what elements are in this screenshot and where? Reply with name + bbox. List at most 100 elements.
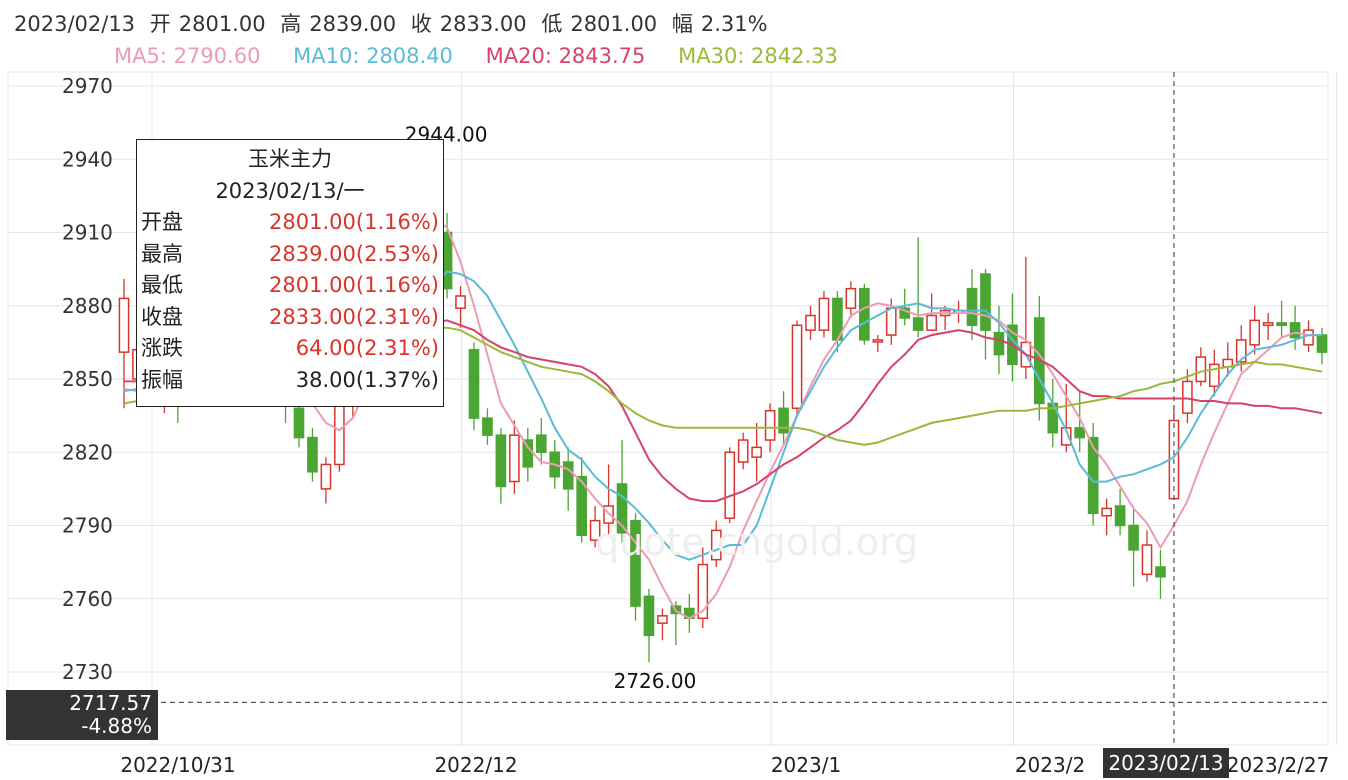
candle-down: [1114, 505, 1126, 527]
y-axis: 2970 2940 2910 2880 2850 2820 2790 2760 2730: [62, 74, 113, 684]
y-tick-label: 2940: [62, 147, 113, 171]
candle-down: [482, 417, 493, 436]
tooltip-row-close: 收盘 2833.00(2.31%): [141, 302, 439, 334]
tooltip-value: 2833.00(2.31%): [269, 304, 439, 329]
candle-up: [1141, 544, 1153, 576]
candle-up: [710, 529, 722, 561]
candle-up: [1208, 363, 1220, 388]
candle-down: [576, 475, 587, 537]
candle-up: [334, 405, 345, 466]
x-tick-label: 2022/10/31: [120, 753, 235, 777]
x-tick-label: 2022/12: [434, 753, 517, 777]
high-value: 2839.00: [309, 12, 397, 36]
candle-up: [1235, 339, 1247, 363]
candle-up: [657, 615, 668, 624]
candle-up: [885, 307, 897, 336]
y-tick-label: 2760: [62, 587, 113, 611]
tooltip-row-open: 开盘 2801.00(1.16%): [141, 207, 439, 239]
tooltip-label: 开盘: [141, 210, 183, 234]
amp-label: 幅: [671, 12, 693, 36]
ma5-line: [123, 216, 1322, 620]
candle-up: [1195, 356, 1207, 383]
candle-up: [1303, 329, 1314, 346]
y-tick-label: 2790: [62, 514, 113, 538]
y-tick-label: 2910: [62, 221, 113, 245]
candle-down: [1316, 334, 1328, 353]
tooltip-value: 2801.00(1.16%): [269, 273, 439, 297]
ma5-legend: MA5: 2790.60: [114, 44, 261, 68]
close-value: 2833.00: [439, 12, 527, 36]
tooltip-row-high: 最高 2839.00(2.53%): [141, 239, 439, 271]
candle-up: [926, 314, 937, 331]
tooltip-label: 最低: [141, 273, 183, 297]
candle-down: [1289, 322, 1301, 339]
candle-down: [912, 317, 924, 331]
candle-up: [1182, 380, 1193, 414]
candle-up: [872, 339, 884, 343]
candle-down: [468, 348, 480, 419]
candle-down: [1074, 427, 1086, 439]
candle-up: [845, 287, 857, 309]
candle-up: [697, 563, 709, 620]
tooltip-row-low: 最低 2801.00(1.16%): [141, 270, 439, 302]
tooltip-label: 最高: [141, 241, 183, 266]
plot-border: [7, 71, 1329, 746]
tooltip-label: 振幅: [141, 367, 183, 392]
ma30-legend: MA30: 2842.33: [678, 44, 838, 68]
candle-down: [535, 434, 547, 453]
crosshair-price: 2717.57: [69, 691, 152, 715]
close-label: 收: [410, 12, 432, 36]
candle-up: [1060, 427, 1072, 446]
candle-up: [1249, 319, 1261, 346]
y-tick-label: 2820: [62, 440, 113, 464]
candle-down: [1128, 524, 1139, 551]
candle-down: [993, 331, 1005, 356]
ma10-legend: MA10: 2808.40: [293, 44, 453, 68]
high-label: 高: [280, 12, 302, 36]
tooltip-row-change: 涨跌 64.00(2.31%): [141, 333, 439, 365]
candle-up: [320, 463, 332, 490]
candle-up: [737, 439, 749, 463]
candle-down: [307, 436, 318, 473]
candle-down: [778, 407, 789, 434]
tooltip-label: 收盘: [141, 304, 183, 329]
candle-up: [589, 519, 601, 541]
candle-down: [495, 434, 507, 488]
crosshair-price-tag: 2717.57 -4.88%: [6, 690, 158, 740]
open-value: 2801.00: [178, 12, 266, 36]
candle-down: [630, 519, 641, 607]
tooltip-title: 玉米主力: [248, 147, 332, 171]
y-tick-label: 2730: [62, 660, 113, 684]
tooltip-label: 涨跌: [141, 336, 183, 360]
candle-up: [455, 295, 466, 309]
crosshair-pct: -4.88%: [81, 714, 152, 738]
candle-down: [562, 461, 574, 490]
crosshair: [8, 72, 1328, 745]
tooltip-value: 38.00(1.37%): [295, 367, 439, 392]
tooltip-value: 2801.00(1.16%): [269, 210, 439, 234]
candle-down: [643, 595, 655, 637]
tooltip-row-amplitude: 振幅 38.00(1.37%): [141, 365, 439, 397]
ohlc-tooltip: 玉米主力 2023/02/13/一 开盘 2801.00(1.16%) 最高 283…: [136, 139, 444, 407]
candle-down: [859, 287, 870, 341]
ma20-legend: MA20: 2843.75: [485, 44, 646, 68]
low-label: 低: [541, 12, 563, 36]
candle-up: [805, 314, 816, 331]
candle-down: [1155, 566, 1166, 578]
x-tick-label: 2023/2: [1015, 753, 1085, 777]
tooltip-value: 2839.00(2.53%): [269, 241, 439, 266]
candle-up: [509, 434, 520, 483]
tooltip-value: 64.00(2.31%): [295, 336, 439, 360]
ma-legend: MA5: 2790.60 MA10: 2808.40 MA20: 2843.75…: [114, 44, 864, 68]
candle-up: [118, 297, 130, 353]
y-tick-label: 2850: [62, 367, 113, 391]
candle-down: [966, 287, 978, 327]
candle-down: [293, 407, 305, 439]
candle-down: [616, 483, 628, 534]
candle-up: [764, 409, 776, 441]
candle-up: [818, 297, 830, 331]
tooltip-date: 2023/02/13/一: [215, 178, 365, 203]
y-tick-label: 2970: [62, 74, 113, 98]
x-tick-label: 2023/2/27: [1227, 753, 1330, 777]
